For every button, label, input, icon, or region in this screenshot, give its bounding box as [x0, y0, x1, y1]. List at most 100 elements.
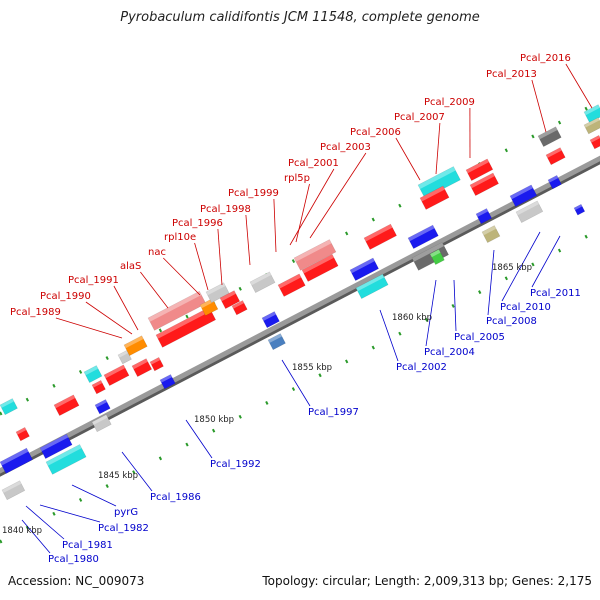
tick-mark [398, 331, 402, 336]
leader-line [194, 242, 209, 291]
tick-mark [557, 120, 562, 125]
gene-feature [267, 333, 286, 351]
tick-mark [105, 484, 109, 489]
leader-line [245, 214, 251, 266]
tick-mark [398, 203, 402, 208]
tick-mark [504, 148, 508, 153]
gene-feature [407, 224, 439, 249]
label-leaders [21, 63, 593, 554]
gene-feature [293, 239, 337, 271]
kbp-label: 1850 kbp [194, 415, 234, 425]
gene-label-bottom: Pcal_2005 [454, 332, 505, 343]
gene-feature [131, 358, 153, 377]
gene-feature [249, 271, 276, 293]
kbp-label: 1860 kbp [392, 313, 432, 323]
leader-line [435, 122, 441, 175]
gene-feature [547, 175, 562, 190]
leader-line [425, 279, 437, 347]
tick-mark [185, 442, 189, 447]
gene-feature [1, 480, 26, 501]
gene-feature [231, 300, 248, 316]
gene-label-top: Pcal_1990 [40, 291, 91, 302]
gene-label-bottom: Pcal_2010 [500, 302, 551, 313]
tick-mark [0, 411, 3, 416]
leader-line [25, 505, 65, 540]
leader-line [309, 152, 367, 239]
tick-mark [584, 234, 588, 239]
tick-mark [78, 369, 83, 374]
leader-line [85, 301, 133, 335]
gene-feature [149, 357, 164, 372]
tick-mark [0, 539, 3, 544]
tick-mark [78, 497, 83, 502]
tick-mark [291, 387, 296, 392]
tick-mark [211, 428, 216, 433]
leader-line [185, 419, 213, 459]
leader-line [163, 257, 201, 296]
gene-label-bottom: Pcal_2008 [486, 316, 537, 327]
gene-label-top: Pcal_2001 [288, 158, 339, 169]
gene-label-top: Pcal_2003 [320, 142, 371, 153]
gene-label-top: rpl10e [164, 232, 196, 243]
leader-line [487, 249, 495, 316]
tick-mark [185, 314, 189, 319]
tick-mark [371, 345, 375, 350]
gene-feature [469, 172, 499, 196]
tick-mark [584, 106, 588, 111]
leader-line [273, 198, 277, 253]
tick-mark [238, 286, 242, 291]
gene-feature [0, 447, 33, 474]
tick-mark [25, 525, 30, 530]
gene-label-bottom: Pcal_1982 [98, 523, 149, 534]
gene-label-bottom: Pcal_2011 [530, 288, 581, 299]
gene-feature [39, 433, 73, 459]
gene-label-top: Pcal_2006 [350, 127, 401, 138]
leader-line [140, 271, 169, 309]
tick-mark [52, 383, 56, 388]
gene-feature [537, 126, 562, 147]
gene-feature [117, 350, 132, 365]
gene-feature [159, 374, 176, 390]
tick-mark [478, 290, 482, 295]
kbp-scale-labels: 1840 kbp 1845 kbp 1850 kbp 1855 kbp 1860 kbp… [2, 263, 532, 536]
gene-feature [509, 184, 538, 207]
gene-feature [91, 380, 106, 395]
gene-feature [515, 200, 544, 223]
tick-mark [504, 276, 508, 281]
gene-feature [15, 427, 30, 442]
leader-line [565, 63, 593, 109]
gene-label-bottom: Pcal_1981 [62, 540, 113, 551]
gene-feature [589, 135, 600, 150]
leader-line [295, 183, 310, 243]
leader-line [289, 168, 335, 246]
kbp-label: 1865 kbp [492, 263, 532, 273]
tick-mark [25, 397, 30, 402]
gene-label-bottom: Pcal_1980 [48, 554, 99, 565]
gene-feature [155, 306, 217, 348]
gene-feature [83, 365, 103, 383]
gene-feature [583, 117, 600, 135]
gene-feature [411, 241, 449, 271]
tick-mark [531, 134, 535, 139]
gene-feature [545, 147, 566, 166]
leader-line [531, 79, 547, 133]
gene-label-top: Pcal_1996 [172, 218, 223, 229]
leader-line [217, 228, 223, 286]
tick-mark [371, 217, 375, 222]
tick-mark [345, 231, 349, 236]
kbp-label: 1855 kbp [292, 363, 332, 373]
kbp-label: 1845 kbp [98, 471, 138, 481]
gene-label-top: Pcal_2016 [520, 53, 571, 64]
tick-mark [291, 259, 296, 264]
gene-label-top: Pcal_1991 [68, 275, 119, 286]
gene-feature [199, 298, 219, 316]
leader-line [39, 504, 101, 523]
gene-feature [0, 398, 18, 416]
tick-mark [158, 328, 163, 333]
gene-feature [53, 394, 80, 416]
gene-label-top: rpl5p [284, 173, 310, 184]
leader-line [281, 359, 311, 407]
tick-mark [132, 470, 136, 475]
